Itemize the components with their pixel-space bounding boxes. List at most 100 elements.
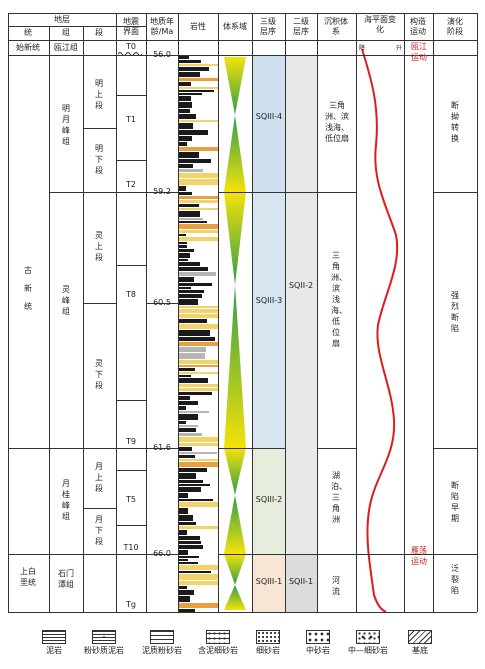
lithology-band (178, 196, 218, 199)
header-seismic-interface: 地震界面 (123, 17, 139, 36)
lithology-band (178, 179, 218, 185)
lithology-band (178, 96, 191, 101)
lithology-band (178, 365, 218, 367)
tectonic-oujiang: 瓯江运动 (411, 42, 427, 62)
tract-shape (224, 585, 246, 610)
tract-shape (224, 554, 246, 585)
lithology-band (178, 360, 218, 364)
group-mingyuefeng: 明月峰组 (62, 104, 70, 146)
sq2-2-fill (285, 55, 317, 554)
stratigraphic-table: 地层 统 组 段 地震界面 地质年龄/Ma 岩性 体系域 三级层序 二级层序 沉… (8, 13, 478, 613)
lithology-band (178, 375, 191, 377)
header-system-tract: 体系域 (223, 22, 247, 31)
lithology-band (178, 443, 218, 446)
group-lingfeng: 灵峰组 (62, 285, 70, 316)
header-tectonic: 构造运动 (410, 17, 426, 36)
lithology-band (178, 586, 187, 589)
lithology-band (178, 169, 203, 172)
lithology-band (178, 428, 196, 432)
lithology-band (178, 234, 186, 236)
legend-item: 泥岩 (28, 626, 80, 656)
legend-item: 中砂岩 (292, 626, 344, 656)
lithology-band (178, 347, 206, 352)
lithology-band (178, 437, 218, 442)
tectonic-yandang: 雁荡运动 (411, 546, 427, 566)
lithology-band (178, 541, 201, 544)
header-evolution: 演化阶段 (447, 17, 463, 36)
lithology-band (178, 152, 199, 158)
lithology-band (178, 287, 191, 289)
lithology-band (178, 499, 213, 501)
evolution-3: 断陷早期 (451, 481, 459, 523)
lithology-band (178, 224, 218, 229)
sq3-3-fill (252, 192, 285, 448)
lithology-band (178, 72, 200, 77)
lithology-band (178, 109, 190, 113)
lithology-band (178, 102, 192, 108)
legend-item: 泥质粉砂岩 (136, 626, 188, 656)
lithology-band (178, 290, 204, 293)
lithology-band (178, 502, 218, 507)
lithology-band (178, 60, 201, 63)
lithology-band (178, 230, 218, 233)
header-second-order: 二级层序 (293, 17, 309, 36)
evolution-2: 强烈断陷 (451, 291, 459, 333)
lithology-band (178, 186, 186, 191)
lithology-band (178, 455, 195, 458)
lithology-band (178, 590, 194, 595)
lithology-band (178, 545, 203, 549)
tract-shape (224, 285, 246, 448)
seismic-t10: T10 (123, 543, 139, 552)
lithology-band (178, 87, 218, 89)
group-shimentan: 石门潭组 (58, 569, 74, 589)
lithology-band (178, 562, 198, 564)
lithology-band (178, 565, 218, 570)
lithology-band (178, 142, 187, 146)
lithology-band (178, 319, 207, 323)
lithology-band (178, 272, 216, 276)
lithology-band (178, 603, 218, 608)
lithology-band (178, 221, 207, 223)
lithology-band (178, 120, 218, 122)
lithology-band (178, 384, 218, 387)
legend-item: 中—细砂岩 (342, 626, 394, 656)
tract-shape (224, 192, 246, 285)
header-sedimentary: 沉积体系 (324, 17, 348, 36)
lithology-band (178, 211, 200, 217)
sedimentary-river: 河流 (332, 576, 340, 596)
lithology-band (178, 378, 208, 383)
lithology-band (178, 468, 207, 472)
group-yueguifeng: 月桂峰组 (62, 479, 70, 521)
lithology-band (178, 330, 210, 336)
lithology-band (178, 277, 194, 282)
age-61-6: 61.6 (153, 443, 171, 452)
lithology-band (178, 406, 186, 410)
age-66: 66.0 (153, 549, 171, 558)
lithology-band (178, 114, 196, 119)
lithology-band (178, 581, 218, 585)
lithology-band (178, 55, 189, 59)
lithology-band (178, 433, 202, 436)
lithology-band (178, 123, 193, 129)
lithology-band (178, 67, 209, 71)
lithology-band (178, 447, 192, 451)
lithology-band (178, 64, 218, 66)
sq3-2-fill (252, 448, 285, 554)
lithology-band (178, 353, 205, 359)
series-eocene: 始新统 (16, 43, 40, 52)
sq3-1-label: SQIII-1 (255, 577, 283, 586)
tract-shape (224, 57, 246, 115)
tract-shape (224, 115, 246, 192)
lithology-band (178, 550, 188, 555)
member-ling-lower: 灵下段 (95, 359, 103, 390)
member-ling-upper: 灵上段 (95, 231, 103, 262)
lithology-band (178, 530, 187, 535)
evolution-4: 泛裂陷 (451, 564, 459, 595)
age-59-2: 59.2 (153, 187, 171, 196)
sq2-1-label: SQII-1 (288, 577, 314, 586)
lithology-band (178, 130, 208, 135)
legend-item: 基底 (394, 626, 446, 656)
seismic-t2: T2 (126, 180, 136, 189)
lithology-band (178, 253, 190, 258)
lithology-band (178, 462, 218, 467)
